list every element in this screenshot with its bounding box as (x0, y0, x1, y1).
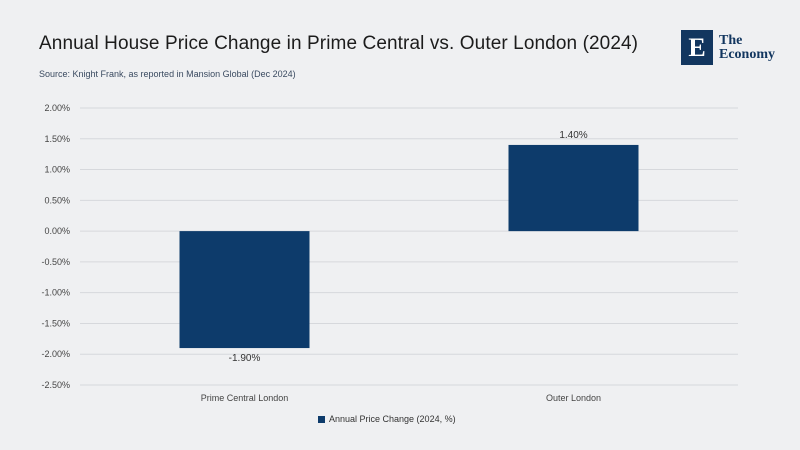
y-tick-label: -0.50% (41, 257, 70, 267)
y-tick-label: 2.00% (44, 103, 70, 113)
chart-legend: Annual Price Change (2024, %) (318, 414, 456, 424)
y-tick-label: 0.00% (44, 226, 70, 236)
bar (508, 144, 639, 232)
chart-title: Annual House Price Change in Prime Centr… (39, 33, 639, 54)
bar (179, 231, 310, 349)
chart-source-subtitle: Source: Knight Frank, as reported in Man… (39, 69, 296, 79)
x-category-label: Outer London (546, 393, 601, 403)
y-tick-label: 1.50% (44, 134, 70, 144)
the-economy-logo: E The Economy (681, 30, 775, 65)
legend-swatch (318, 415, 325, 423)
bar-data-label: 1.40% (559, 130, 587, 141)
bar-data-label: -1.90% (229, 353, 261, 364)
y-tick-label: 0.50% (44, 195, 70, 205)
y-tick-label: 1.00% (44, 165, 70, 175)
y-tick-label: -1.50% (41, 318, 70, 328)
logo-word-economy: Economy (719, 46, 775, 62)
y-tick-label: -2.00% (41, 349, 70, 359)
x-category-label: Prime Central London (201, 393, 289, 403)
logo-word-the: The (719, 32, 743, 48)
y-tick-label: -1.00% (41, 288, 70, 298)
logo-mark-letter: E (688, 33, 706, 62)
logo-wordmark: The Economy (719, 32, 775, 62)
legend-label: Annual Price Change (2024, %) (329, 414, 456, 424)
y-tick-label: -2.50% (41, 380, 70, 390)
logo-mark-icon: E (681, 30, 713, 65)
